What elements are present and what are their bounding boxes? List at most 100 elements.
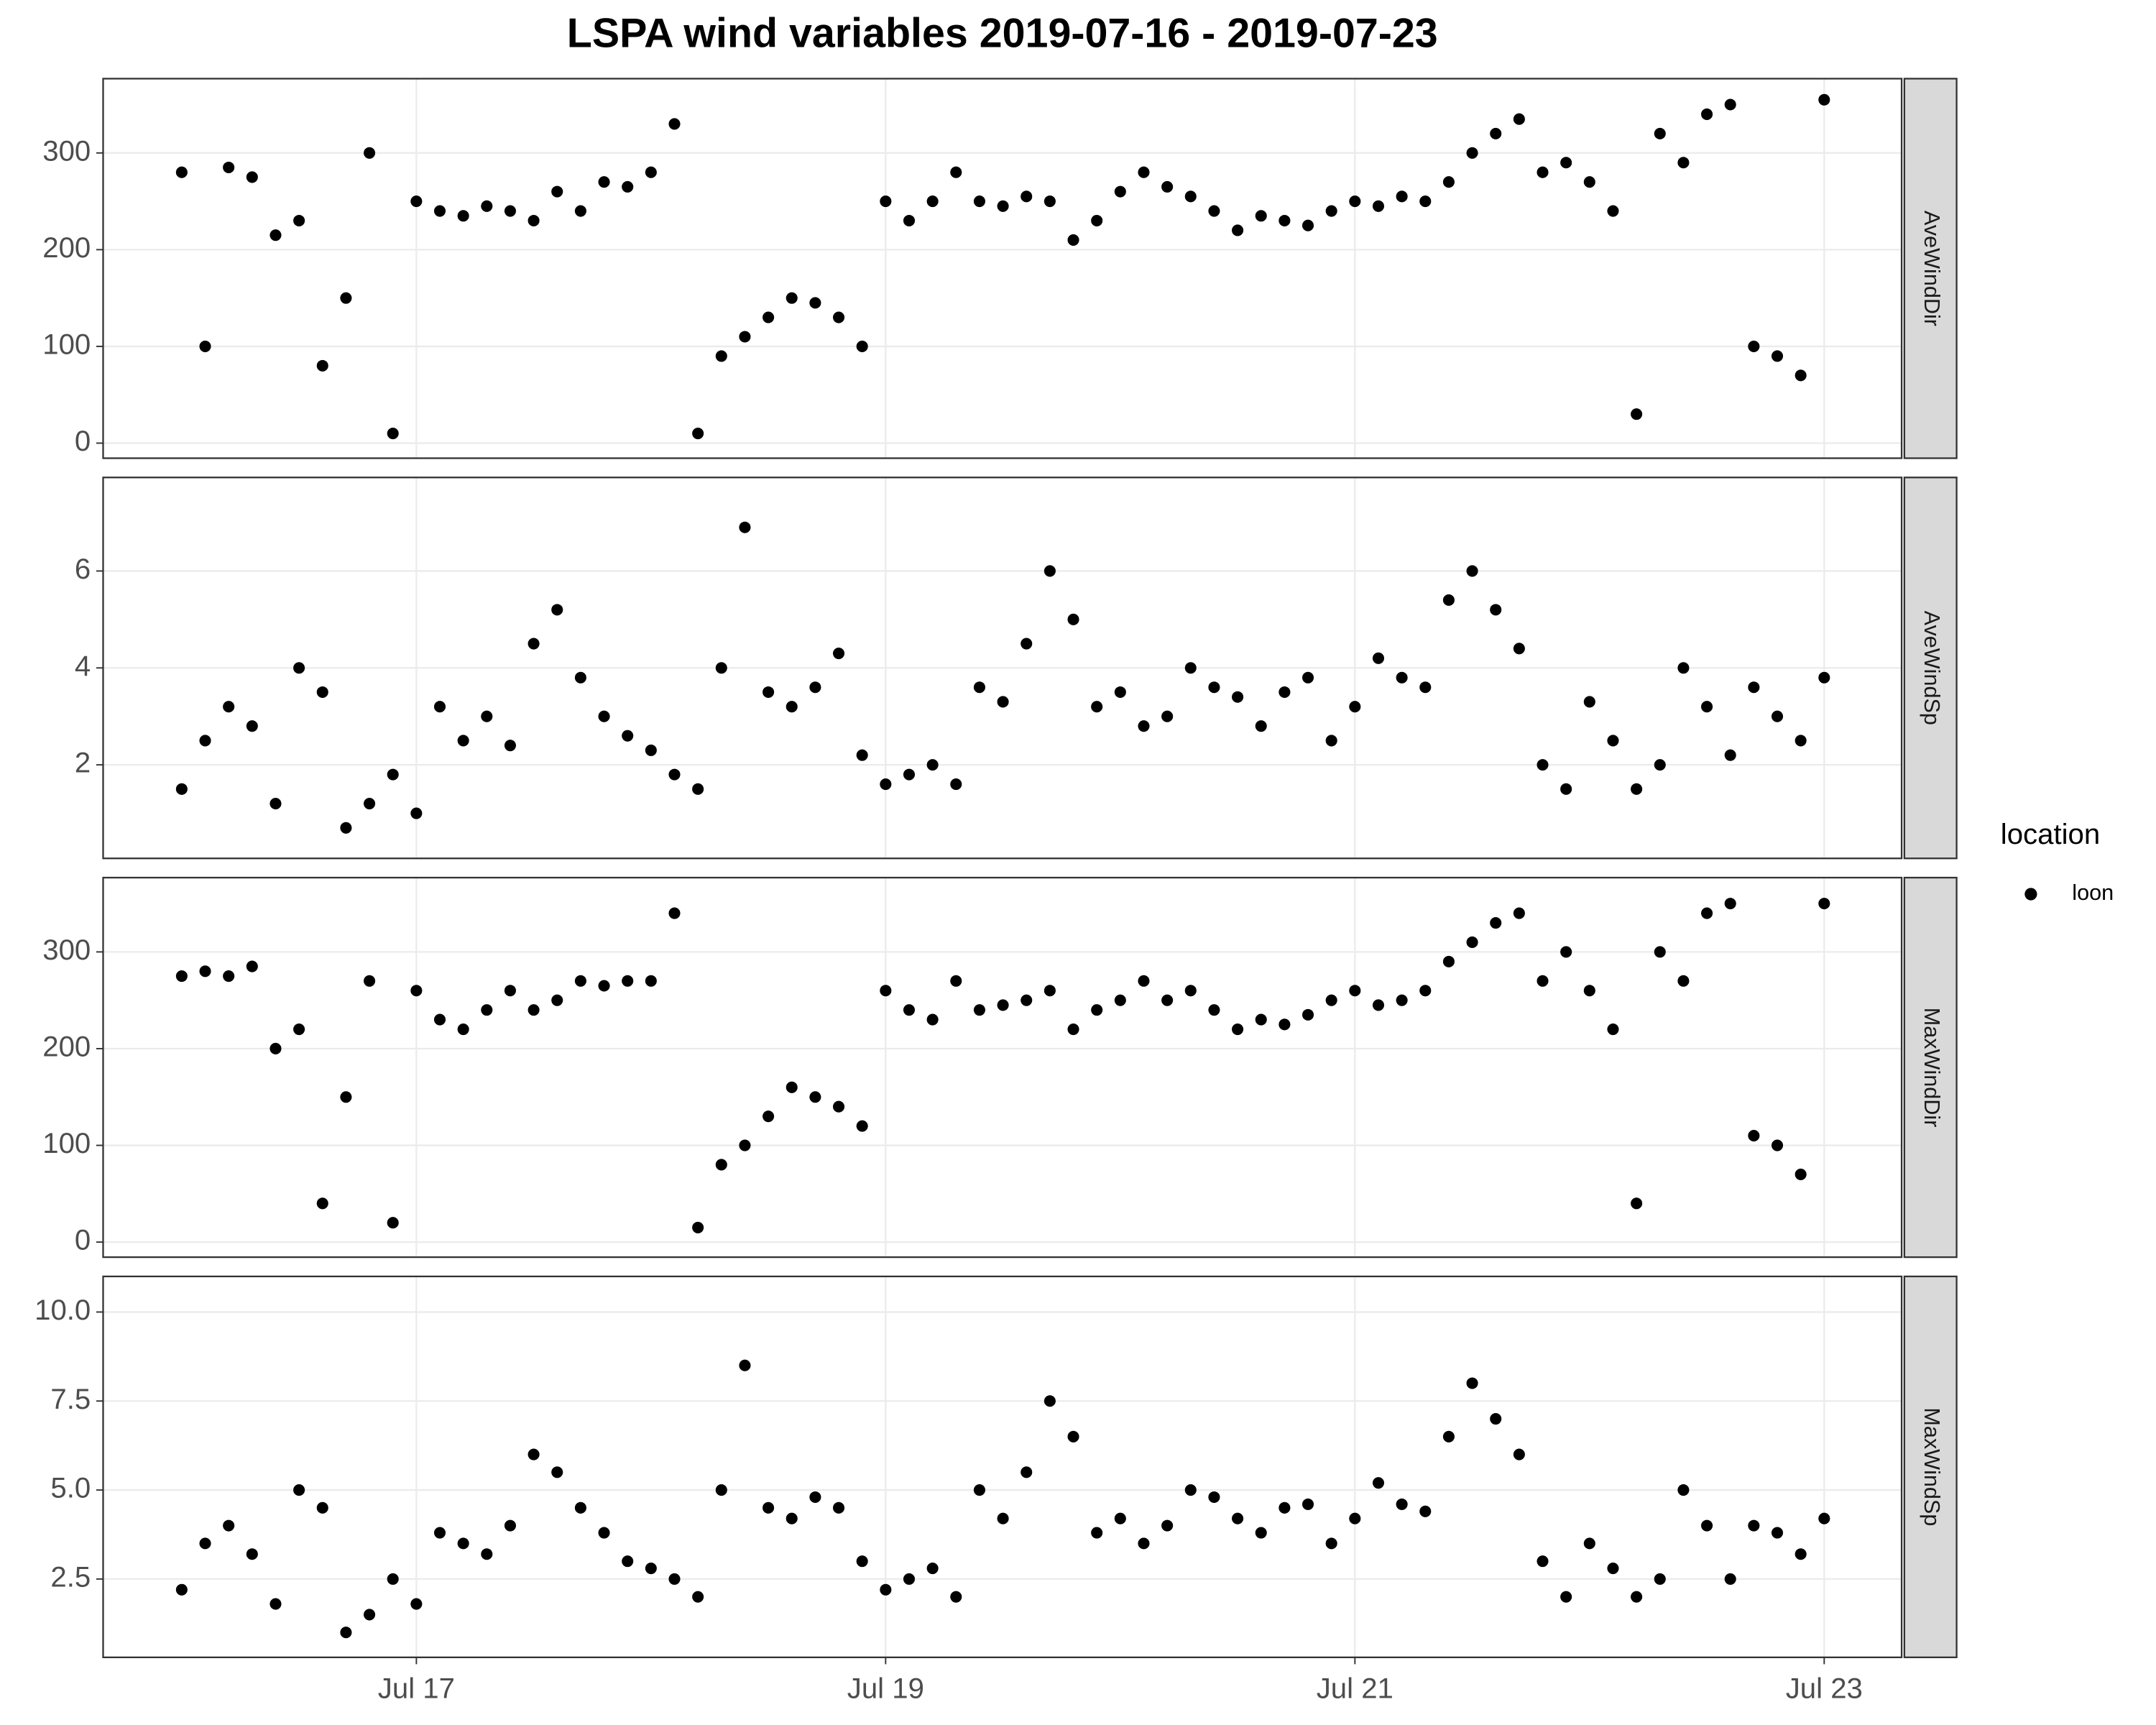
point	[1161, 1519, 1174, 1532]
point	[1607, 1024, 1619, 1036]
strip-label: AveWindDir	[1920, 211, 1944, 326]
point	[1724, 1573, 1736, 1585]
point	[433, 205, 446, 217]
point	[1771, 710, 1784, 722]
point	[364, 147, 376, 159]
point	[340, 1091, 352, 1103]
point	[1607, 735, 1619, 747]
point	[903, 768, 916, 781]
point	[809, 1491, 821, 1504]
panel-background	[103, 1276, 1902, 1657]
point	[645, 166, 657, 178]
point	[1396, 671, 1408, 684]
point	[1349, 985, 1361, 997]
point	[856, 749, 868, 761]
point	[1677, 157, 1690, 169]
point	[199, 735, 211, 747]
point	[1818, 898, 1830, 910]
point	[1208, 205, 1220, 217]
point	[1513, 113, 1525, 125]
point	[1208, 1491, 1220, 1504]
point	[1184, 190, 1197, 203]
point	[692, 783, 704, 795]
point	[1138, 1537, 1150, 1550]
point	[481, 200, 493, 212]
point	[1114, 185, 1126, 198]
point	[1396, 1498, 1408, 1510]
point	[293, 214, 305, 227]
point	[1138, 975, 1150, 987]
point	[833, 311, 845, 323]
point	[1583, 696, 1595, 708]
point	[1654, 127, 1666, 139]
point	[715, 350, 727, 362]
point	[199, 1537, 211, 1550]
point	[387, 768, 399, 781]
point	[1396, 190, 1408, 203]
panel-border	[102, 477, 1903, 860]
point	[1067, 1430, 1079, 1443]
point	[1419, 681, 1432, 694]
point	[903, 214, 916, 227]
point	[410, 1598, 423, 1610]
point	[1325, 1537, 1337, 1550]
point	[715, 1159, 727, 1171]
point	[1560, 1591, 1572, 1603]
point	[763, 1501, 775, 1514]
point	[1372, 200, 1385, 212]
point	[786, 292, 798, 304]
point	[293, 662, 305, 674]
strip	[1903, 477, 1958, 860]
point	[270, 1598, 282, 1610]
point	[364, 1609, 376, 1621]
point	[433, 1013, 446, 1026]
point	[668, 907, 681, 919]
point	[1818, 671, 1830, 684]
point	[574, 205, 586, 217]
point	[856, 1555, 868, 1568]
y-tick-label: 100	[42, 328, 91, 361]
point	[1701, 907, 1713, 919]
point	[1232, 224, 1244, 236]
point	[1583, 1537, 1595, 1550]
point	[1114, 994, 1126, 1006]
point	[1818, 1512, 1830, 1524]
point	[668, 768, 681, 781]
point	[1325, 205, 1337, 217]
point	[1184, 985, 1197, 997]
point	[856, 1120, 868, 1132]
point	[1677, 1484, 1690, 1496]
point	[645, 975, 657, 987]
point	[387, 1217, 399, 1229]
point	[1537, 975, 1549, 987]
point	[223, 970, 235, 983]
point	[880, 778, 892, 791]
point	[223, 1519, 235, 1532]
point	[1255, 210, 1267, 222]
point	[410, 985, 423, 997]
point	[528, 638, 540, 650]
point	[809, 297, 821, 309]
point	[1349, 196, 1361, 208]
point	[551, 1466, 563, 1478]
point	[433, 701, 446, 713]
point	[1208, 681, 1220, 694]
point	[504, 985, 516, 997]
point	[1490, 127, 1502, 139]
point	[528, 1004, 540, 1016]
point	[1631, 1591, 1643, 1603]
point	[504, 740, 516, 752]
point	[1654, 759, 1666, 771]
point	[246, 1548, 258, 1560]
point	[175, 970, 188, 983]
point	[1607, 1563, 1619, 1575]
point	[809, 1091, 821, 1103]
point	[481, 710, 493, 722]
point	[1279, 1018, 1291, 1031]
point	[1255, 1013, 1267, 1026]
point	[1114, 686, 1126, 699]
point	[504, 205, 516, 217]
point	[1349, 1512, 1361, 1524]
point	[364, 798, 376, 810]
point	[715, 1484, 727, 1496]
